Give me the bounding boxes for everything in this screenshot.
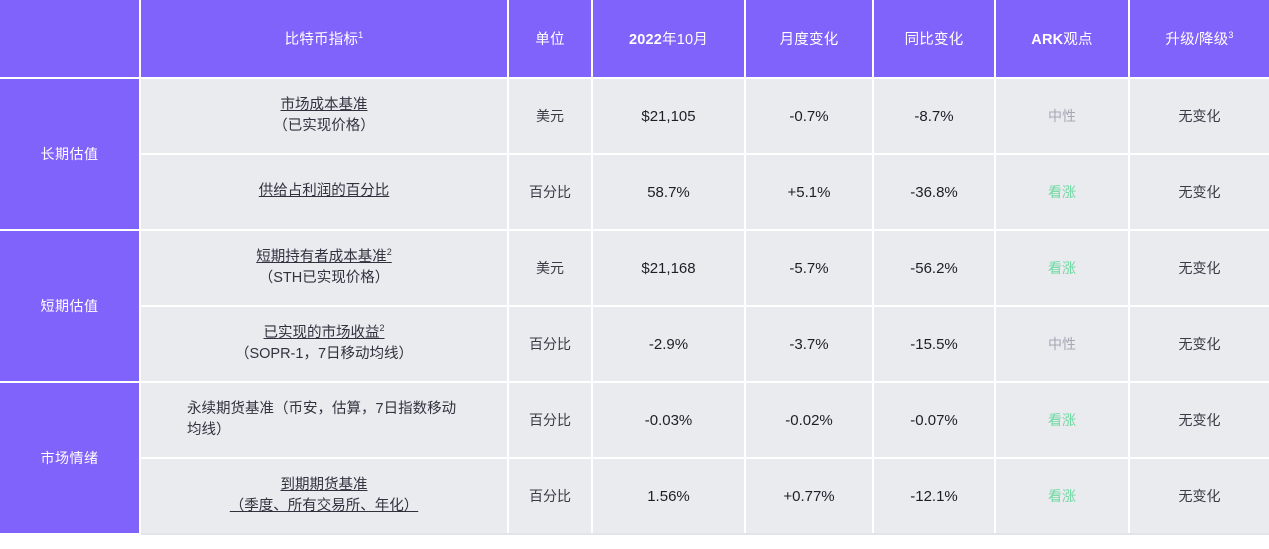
- header-period-month: 年10月: [662, 32, 708, 48]
- header-ark-view: ARK观点: [995, 0, 1130, 79]
- metric-name-cell[interactable]: 供给占利润的百分比: [140, 154, 509, 231]
- unit-cell: 百分比: [508, 154, 593, 231]
- metric-name-primary: 永续期货基准（币安，估算，7日指数移动均线）: [187, 400, 457, 438]
- header-metric: 比特币指标1: [140, 0, 509, 79]
- period-value-cell: 1.56%: [592, 458, 746, 535]
- header-yoy-change: 同比变化: [873, 0, 996, 79]
- header-period-year: 2022: [629, 32, 663, 48]
- table-row: 短期估值 短期持有者成本基准2 （STH已实现价格） 美元 $21,168 -5…: [0, 230, 1269, 383]
- metric-footnote: 2: [386, 247, 392, 258]
- mom-change-cell: -0.02%: [745, 382, 874, 459]
- yoy-change-cell: -12.1%: [873, 458, 996, 535]
- metric-name-secondary: （STH已实现价格）: [258, 270, 390, 286]
- header-period: 2022年10月: [592, 0, 746, 79]
- ark-view-cell: 看涨: [995, 382, 1130, 459]
- yoy-change-cell: -56.2%: [873, 230, 996, 307]
- header-view-label: 观点: [1063, 32, 1093, 48]
- table-row: 市场情绪 永续期货基准（币安，估算，7日指数移动均线） 百分比 -0.03% -…: [0, 382, 1269, 535]
- unit-cell: 百分比: [508, 382, 593, 459]
- period-value-cell: -2.9%: [592, 306, 746, 383]
- group-label-market-sentiment: 市场情绪: [0, 382, 141, 535]
- period-value-cell: $21,168: [592, 230, 746, 307]
- mom-change-cell: +5.1%: [745, 154, 874, 231]
- header-rating-label: 升级/降级: [1165, 32, 1229, 48]
- header-metric-footnote: 1: [358, 30, 364, 41]
- mom-change-cell: +0.77%: [745, 458, 874, 535]
- table-row: 长期估值 市场成本基准 （已实现价格） 美元 $21,105 -0.7% -8.…: [0, 78, 1269, 231]
- table-row: 供给占利润的百分比 百分比 58.7% +5.1% -36.8% 看涨 无变化: [0, 154, 1269, 231]
- yoy-change-cell: -36.8%: [873, 154, 996, 231]
- metric-name-cell[interactable]: 市场成本基准 （已实现价格）: [140, 78, 509, 155]
- metric-name-cell[interactable]: 到期期货基准 （季度、所有交易所、年化）: [140, 458, 509, 535]
- unit-cell: 美元: [508, 230, 593, 307]
- rating-change-cell: 无变化: [1129, 154, 1269, 231]
- yoy-change-cell: -15.5%: [873, 306, 996, 383]
- metric-name-primary: 到期期货基准: [280, 476, 368, 493]
- header-ark-label: ARK: [1031, 32, 1064, 48]
- period-value-cell: 58.7%: [592, 154, 746, 231]
- metric-name-primary: 短期持有者成本基准2: [149, 247, 499, 268]
- metric-name-cell[interactable]: 短期持有者成本基准2 （STH已实现价格）: [140, 230, 509, 307]
- header-unit: 单位: [508, 0, 593, 79]
- metric-name-cell: 永续期货基准（币安，估算，7日指数移动均线）: [140, 382, 509, 459]
- period-value-cell: $21,105: [592, 78, 746, 155]
- ark-view-cell: 看涨: [995, 458, 1130, 535]
- ark-view-cell: 看涨: [995, 154, 1130, 231]
- metric-name-primary: 供给占利润的百分比: [258, 183, 390, 200]
- mom-change-cell: -5.7%: [745, 230, 874, 307]
- header-row: 比特币指标1 单位 2022年10月 月度变化 同比变化 ARK观点 升级/降级…: [0, 0, 1269, 79]
- rating-change-cell: 无变化: [1129, 382, 1269, 459]
- metric-name-cell[interactable]: 已实现的市场收益2 （SOPR-1，7日移动均线）: [140, 306, 509, 383]
- period-value-cell: -0.03%: [592, 382, 746, 459]
- header-rating-change: 升级/降级3: [1129, 0, 1269, 79]
- header-mom-change: 月度变化: [745, 0, 874, 79]
- table-header: 比特币指标1 单位 2022年10月 月度变化 同比变化 ARK观点 升级/降级…: [0, 0, 1269, 79]
- metric-name-primary: 已实现的市场收益2: [149, 323, 499, 344]
- table-row: 已实现的市场收益2 （SOPR-1，7日移动均线） 百分比 -2.9% -3.7…: [0, 306, 1269, 383]
- ark-view-cell: 中性: [995, 306, 1130, 383]
- rating-change-cell: 无变化: [1129, 458, 1269, 535]
- header-rating-footnote: 3: [1228, 30, 1234, 41]
- group-label-short-term-valuation: 短期估值: [0, 230, 141, 383]
- rating-change-cell: 无变化: [1129, 306, 1269, 383]
- metric-name-text: 已实现的市场收益: [263, 324, 380, 341]
- unit-cell: 百分比: [508, 458, 593, 535]
- metric-name-primary: 市场成本基准: [280, 96, 368, 113]
- rating-change-cell: 无变化: [1129, 78, 1269, 155]
- unit-cell: 百分比: [508, 306, 593, 383]
- header-metric-label: 比特币指标: [284, 32, 359, 48]
- metric-name-secondary: （SOPR-1，7日移动均线）: [234, 346, 414, 362]
- table-body: 长期估值 市场成本基准 （已实现价格） 美元 $21,105 -0.7% -8.…: [0, 78, 1269, 535]
- yoy-change-cell: -0.07%: [873, 382, 996, 459]
- ark-view-cell: 看涨: [995, 230, 1130, 307]
- yoy-change-cell: -8.7%: [873, 78, 996, 155]
- ark-view-cell: 中性: [995, 78, 1130, 155]
- metric-footnote: 2: [379, 323, 385, 334]
- mom-change-cell: -3.7%: [745, 306, 874, 383]
- group-label-long-term-valuation: 长期估值: [0, 78, 141, 231]
- rating-change-cell: 无变化: [1129, 230, 1269, 307]
- metric-name-secondary: （已实现价格）: [273, 118, 375, 134]
- mom-change-cell: -0.7%: [745, 78, 874, 155]
- metric-name-secondary: （季度、所有交易所、年化）: [229, 498, 419, 514]
- metric-name-text: 短期持有者成本基准: [256, 248, 387, 265]
- bitcoin-metrics-table: 比特币指标1 单位 2022年10月 月度变化 同比变化 ARK观点 升级/降级…: [0, 0, 1269, 535]
- unit-cell: 美元: [508, 78, 593, 155]
- table-row: 到期期货基准 （季度、所有交易所、年化） 百分比 1.56% +0.77% -1…: [0, 458, 1269, 535]
- header-group-blank: [0, 0, 141, 79]
